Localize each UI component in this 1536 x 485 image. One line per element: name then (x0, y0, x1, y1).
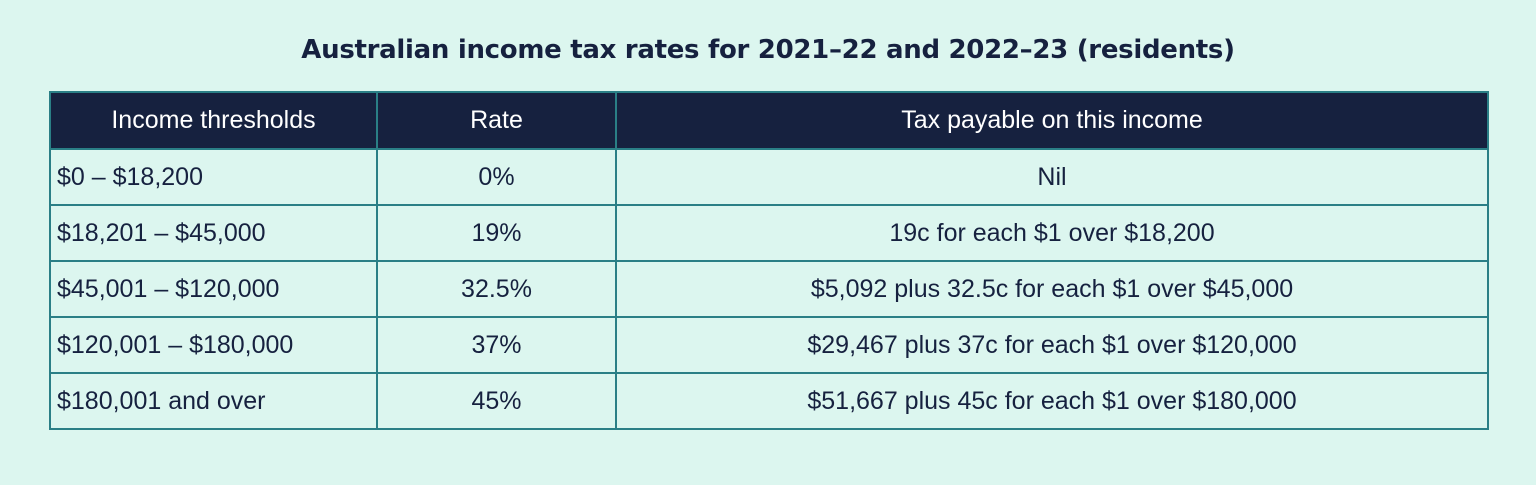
income-threshold-cell: $120,001 – $180,000 (49, 316, 378, 374)
rate-cell: 37% (376, 316, 617, 374)
tax-payable-cell: $51,667 plus 45c for each $1 over $180,0… (615, 372, 1489, 430)
income-threshold-cell: $0 – $18,200 (49, 148, 378, 206)
table-row: $18,201 – $45,000 19% 19c for each $1 ov… (49, 204, 1489, 262)
page-title: Australian income tax rates for 2021–22 … (301, 35, 1235, 65)
tax-payable-cell: Nil (615, 148, 1489, 206)
header-tax-payable: Tax payable on this income (615, 91, 1489, 150)
tax-payable-cell: $29,467 plus 37c for each $1 over $120,0… (615, 316, 1489, 374)
tax-payable-cell: 19c for each $1 over $18,200 (615, 204, 1489, 262)
rate-cell: 32.5% (376, 260, 617, 318)
header-income-thresholds: Income thresholds (49, 91, 378, 150)
income-threshold-cell: $180,001 and over (49, 372, 378, 430)
income-threshold-cell: $45,001 – $120,000 (49, 260, 378, 318)
table-header-row: Income thresholds Rate Tax payable on th… (49, 91, 1489, 150)
tax-payable-cell: $5,092 plus 32.5c for each $1 over $45,0… (615, 260, 1489, 318)
income-threshold-cell: $18,201 – $45,000 (49, 204, 378, 262)
table-row: $120,001 – $180,000 37% $29,467 plus 37c… (49, 316, 1489, 374)
table-row: $45,001 – $120,000 32.5% $5,092 plus 32.… (49, 260, 1489, 318)
table-row: $0 – $18,200 0% Nil (49, 148, 1489, 206)
rate-cell: 0% (376, 148, 617, 206)
header-rate: Rate (376, 91, 617, 150)
table-row: $180,001 and over 45% $51,667 plus 45c f… (49, 372, 1489, 430)
rate-cell: 19% (376, 204, 617, 262)
rate-cell: 45% (376, 372, 617, 430)
tax-rates-table: Income thresholds Rate Tax payable on th… (49, 91, 1489, 430)
